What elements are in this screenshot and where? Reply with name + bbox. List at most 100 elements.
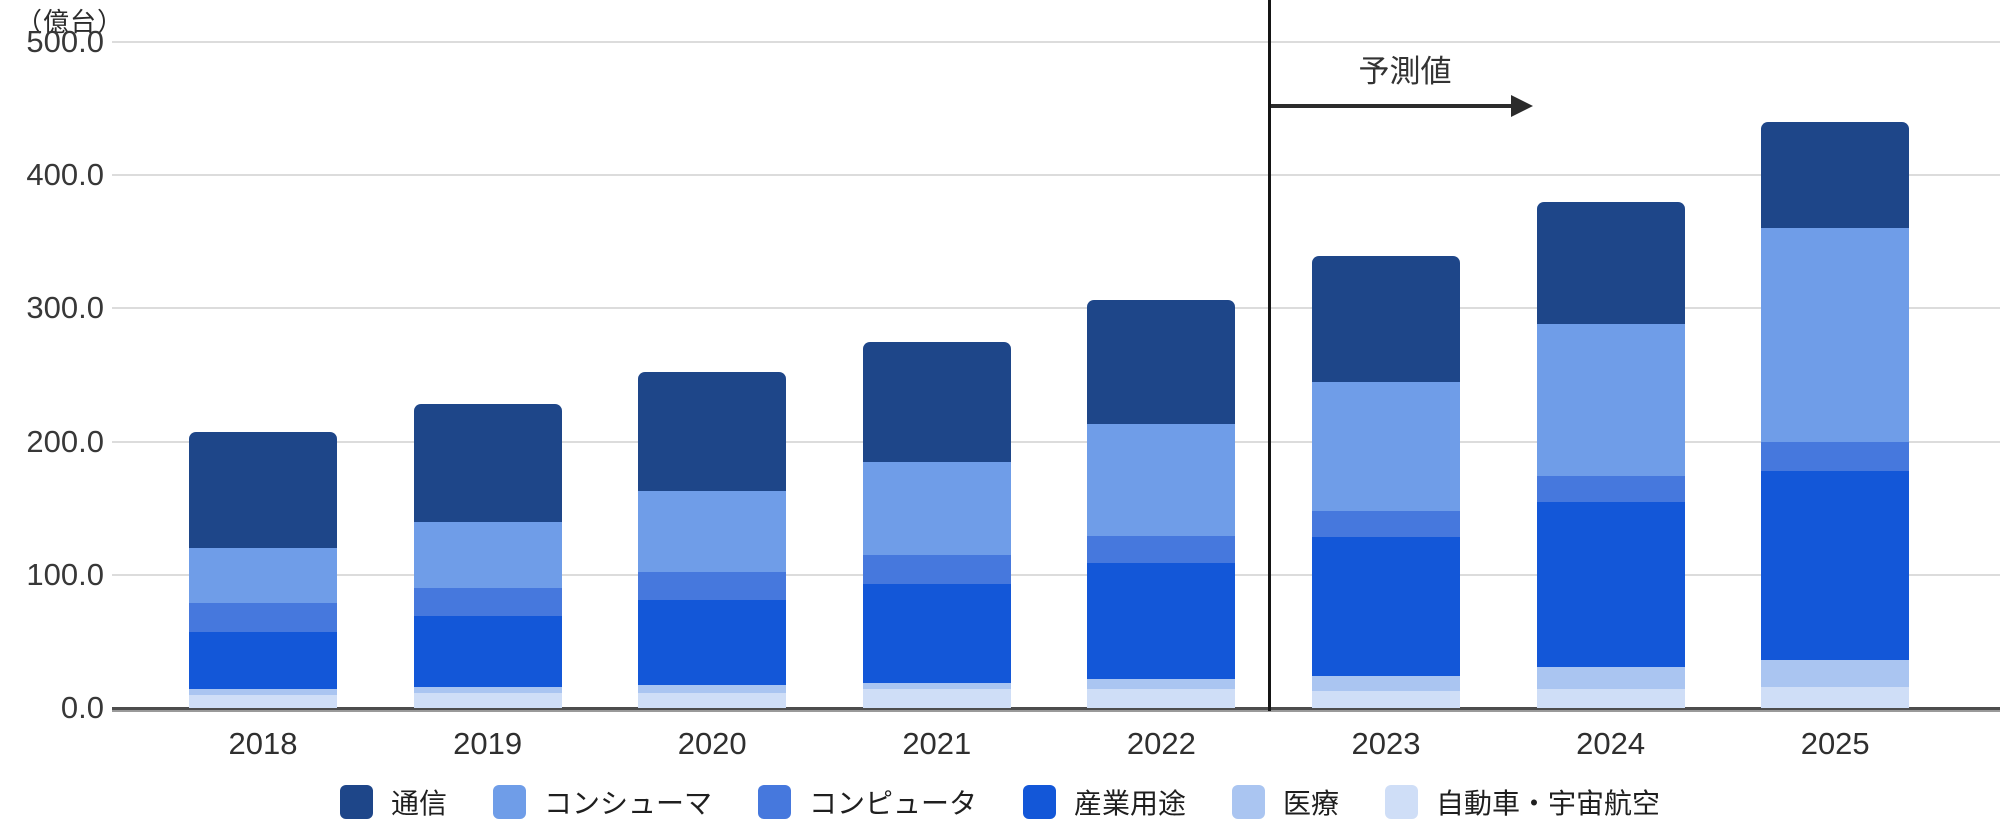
legend-label-industrial: 産業用途 <box>1074 788 1187 819</box>
x-axis-label-2021: 2021 <box>902 726 972 761</box>
bar-segment-consumer-2021 <box>862 461 1011 555</box>
x-axis-label-2019: 2019 <box>453 726 523 761</box>
bar-segment-computer-2024 <box>1536 476 1685 502</box>
legend: 通信 コンシューマ コンピュータ 産業用途 医療 自動車・宇宙航空 <box>0 782 2000 822</box>
bar-segment-automotive-aerospace-2023 <box>1312 690 1460 708</box>
y-tick-label-300: 300.0 <box>26 290 104 326</box>
bar-segment-industrial-2020 <box>638 600 787 686</box>
bar-segment-consumer-2018 <box>189 548 337 603</box>
legend-swatch-communication <box>339 785 373 819</box>
x-axis-label-2023: 2023 <box>1351 726 1421 761</box>
y-tick-label-400: 400.0 <box>26 157 104 193</box>
bar-segment-industrial-2025 <box>1761 470 1910 660</box>
legend-label-computer: コンピュータ <box>808 788 977 819</box>
legend-label-automotive-aerospace: 自動車・宇宙航空 <box>1436 788 1661 819</box>
bar-segment-industrial-2022 <box>1087 562 1236 679</box>
forecast-arrow-icon <box>1511 95 1533 117</box>
gridline-100 <box>112 573 2000 576</box>
legend-item-computer: コンピュータ <box>757 782 977 822</box>
bar-segment-computer-2018 <box>189 602 337 633</box>
legend-item-consumer: コンシューマ <box>492 782 712 822</box>
bar-segment-industrial-2019 <box>413 616 562 687</box>
gridline-300 <box>112 307 2000 310</box>
legend-swatch-industrial <box>1023 785 1056 819</box>
y-tick-label-100: 100.0 <box>26 556 104 592</box>
bar-segment-automotive-aerospace-2024 <box>1536 689 1685 708</box>
legend-item-industrial: 産業用途 <box>1023 782 1186 822</box>
bar-segment-industrial-2024 <box>1536 501 1685 667</box>
bar-group-2019 <box>413 404 562 708</box>
bar-segment-communication-2023 <box>1312 256 1460 382</box>
bar-segment-communication-2025 <box>1761 121 1910 229</box>
legend-item-automotive-aerospace: 自動車・宇宙航空 <box>1385 782 1660 822</box>
legend-item-communication: 通信 <box>339 782 447 822</box>
bar-segment-industrial-2021 <box>862 584 1011 683</box>
x-axis-label-2024: 2024 <box>1576 726 1646 761</box>
bar-segment-computer-2019 <box>413 588 562 617</box>
bar-group-2025 <box>1761 121 1910 708</box>
bar-segment-communication-2022 <box>1087 300 1236 425</box>
bar-segment-communication-2019 <box>413 404 562 522</box>
gridline-400 <box>112 174 2000 177</box>
bar-segment-communication-2018 <box>189 432 337 549</box>
legend-swatch-consumer <box>492 785 526 819</box>
bar-segment-consumer-2020 <box>638 490 787 573</box>
bar-segment-computer-2023 <box>1312 510 1460 538</box>
bar-segment-consumer-2022 <box>1087 424 1236 537</box>
bar-segment-communication-2021 <box>862 341 1011 462</box>
gridline-200 <box>112 440 2000 443</box>
bar-segment-automotive-aerospace-2021 <box>862 689 1011 708</box>
bar-segment-automotive-aerospace-2019 <box>413 693 562 708</box>
y-axis-unit-label: （億台） <box>16 7 125 37</box>
bar-segment-automotive-aerospace-2022 <box>1087 689 1236 708</box>
bar-segment-computer-2020 <box>638 572 787 601</box>
bar-segment-medical-2019 <box>413 686 562 694</box>
forecast-divider-line <box>1268 0 1271 711</box>
bar-segment-consumer-2024 <box>1536 324 1685 477</box>
bar-group-2018 <box>189 432 337 708</box>
bar-segment-medical-2022 <box>1087 678 1236 690</box>
bar-segment-consumer-2023 <box>1312 381 1460 511</box>
y-tick-label-0: 0.0 <box>60 690 104 725</box>
bar-group-2020 <box>638 372 787 708</box>
bar-segment-medical-2023 <box>1312 675 1460 691</box>
y-tick-label-500: 500.0 <box>26 24 104 59</box>
bar-segment-consumer-2025 <box>1761 228 1910 442</box>
x-axis-label-2020: 2020 <box>677 726 747 761</box>
bar-segment-communication-2024 <box>1536 201 1685 325</box>
x-axis-label-2022: 2022 <box>1126 726 1196 761</box>
bar-segment-medical-2024 <box>1536 666 1685 690</box>
bar-group-2023 <box>1312 256 1460 708</box>
y-tick-label-200: 200.0 <box>26 423 104 459</box>
legend-item-medical: 医療 <box>1232 782 1339 822</box>
legend-label-communication: 通信 <box>390 788 447 819</box>
x-axis-label-2025: 2025 <box>1800 726 1870 761</box>
bar-segment-medical-2021 <box>862 682 1011 690</box>
legend-swatch-medical <box>1232 785 1266 819</box>
legend-label-medical: 医療 <box>1283 788 1340 819</box>
bar-segment-medical-2020 <box>638 685 787 694</box>
bar-segment-consumer-2019 <box>413 521 562 589</box>
bar-group-2022 <box>1087 300 1236 708</box>
bar-segment-industrial-2018 <box>189 632 337 690</box>
bar-segment-communication-2020 <box>638 372 787 491</box>
bar-segment-automotive-aerospace-2020 <box>638 693 787 708</box>
bar-segment-automotive-aerospace-2025 <box>1761 686 1910 708</box>
bar-group-2021 <box>862 341 1011 708</box>
forecast-arrow-line <box>1271 104 1513 108</box>
legend-swatch-automotive-aerospace <box>1385 785 1419 819</box>
bar-segment-computer-2022 <box>1087 536 1236 563</box>
forecast-label: 予測値 <box>1358 54 1452 89</box>
bar-segment-industrial-2023 <box>1312 537 1460 676</box>
bar-segment-medical-2025 <box>1761 660 1910 687</box>
gridline-500 <box>112 41 2000 43</box>
bar-segment-computer-2021 <box>862 554 1011 585</box>
bar-segment-computer-2025 <box>1761 441 1910 471</box>
bar-group-2024 <box>1536 201 1685 708</box>
bar-segment-automotive-aerospace-2018 <box>189 694 337 708</box>
legend-swatch-computer <box>757 785 791 819</box>
bar-segment-medical-2018 <box>189 689 337 695</box>
legend-label-consumer: コンシューマ <box>543 788 712 819</box>
x-axis-baseline <box>112 707 2000 710</box>
